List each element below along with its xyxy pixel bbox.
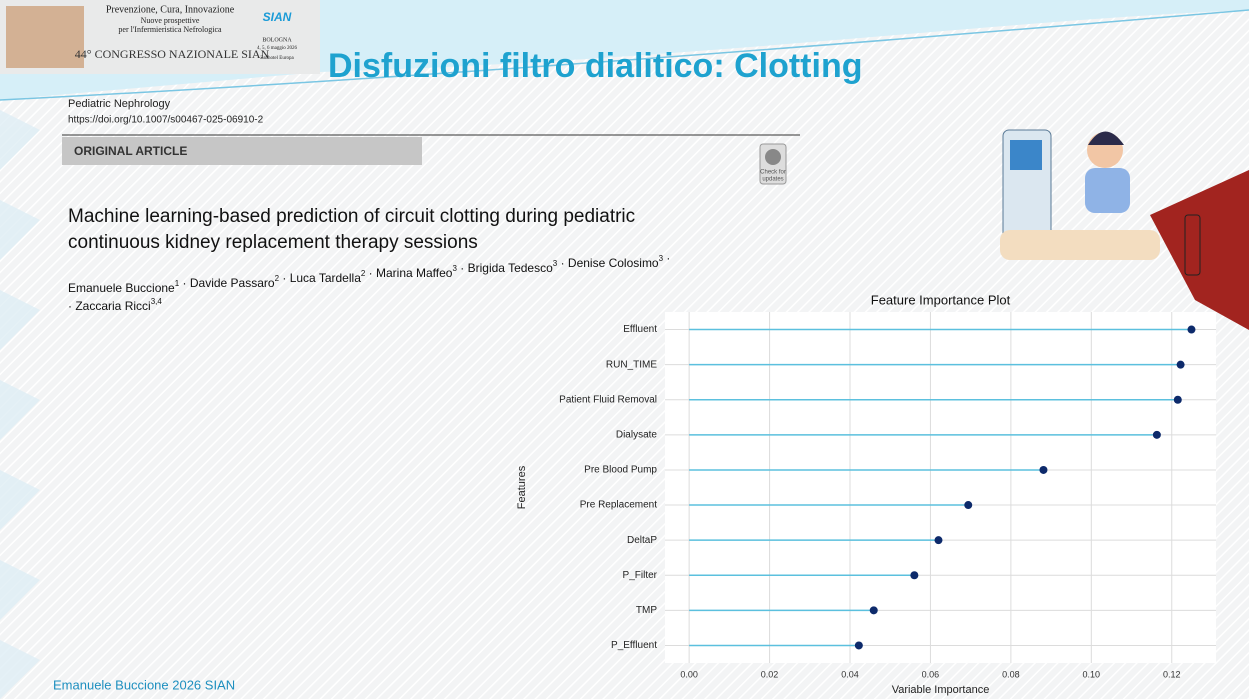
y-tick-label: Effluent (623, 324, 657, 335)
author-name: Denise Colosimo (568, 256, 659, 270)
author-name: Luca Tardella (290, 271, 361, 285)
dates: 4, 5, 6 maggio 2026 (257, 46, 297, 51)
lollipop-dot (1177, 361, 1185, 369)
author-affil: 3,4 (151, 297, 163, 306)
check: updates (762, 177, 783, 183)
lollipop-dot (1153, 431, 1161, 439)
page: {"header":{"logo_lines":["Prevenzione, C… (0, 0, 1249, 699)
author-name: Emanuele Buccione (68, 281, 175, 295)
lollipop-dot (1039, 466, 1047, 474)
journal: Pediatric Nephrology (68, 98, 171, 110)
author-name: Brigida Tedesco (468, 261, 553, 275)
lollipop-dot (1174, 396, 1182, 404)
check-icon (765, 149, 781, 165)
logo-text: Nuove prospettive (141, 16, 200, 25)
y-tick-label: Dialysate (616, 429, 658, 440)
authors: · Zaccaria Ricci3,4 (68, 297, 162, 313)
city: BOLOGNA (262, 37, 292, 43)
doi: https://doi.org/10.1007/s00467-025-06910… (68, 115, 264, 126)
y-tick-label: P_Effluent (611, 640, 657, 651)
footer: Emanuele Buccione 2026 SIAN (53, 677, 235, 692)
logo-badge: SIAN (263, 10, 292, 24)
lollipop-dot (855, 641, 863, 649)
separator: · (663, 251, 670, 265)
section: ORIGINAL ARTICLE (74, 144, 187, 158)
congress: 44° CONGRESSO NAZIONALE SIAN (75, 47, 270, 61)
lollipop-dot (870, 606, 878, 614)
chart-title: Feature Importance Plot (871, 292, 1011, 307)
x-tick-label: 0.12 (1163, 669, 1181, 679)
lollipop-dot (934, 536, 942, 544)
separator: · (557, 256, 568, 270)
article-title: Machine learning-based prediction of cir… (68, 206, 635, 227)
author-name: Zaccaria Ricci (75, 299, 150, 313)
y-tick-label: DeltaP (627, 535, 657, 546)
lollipop-dot (1187, 326, 1195, 334)
separator: · (68, 299, 75, 313)
author-name: Davide Passaro (190, 276, 275, 290)
y-tick-label: TMP (636, 605, 657, 616)
x-tick-label: 0.02 (761, 669, 779, 679)
venue: Zanhotel Europa (260, 56, 294, 61)
lollipop-dot (910, 571, 918, 579)
y-tick-label: Pre Blood Pump (584, 465, 657, 476)
logo-text: per l'Infermieristica Nefrologica (118, 25, 222, 34)
y-axis-label: Features (516, 465, 528, 509)
y-tick-label: P_Filter (623, 570, 658, 581)
separator: · (457, 261, 468, 275)
separator: · (279, 271, 290, 285)
slide: Prevenzione, Cura, Innovazione Nuove pro… (0, 0, 1249, 699)
lollipop-dot (964, 501, 972, 509)
logo-text: Prevenzione, Cura, Innovazione (106, 4, 235, 15)
x-tick-label: 0.10 (1083, 669, 1101, 679)
y-tick-label: Pre Replacement (580, 500, 657, 511)
x-tick-label: 0.06 (922, 669, 940, 679)
x-tick-label: 0.04 (841, 669, 859, 679)
separator: · (179, 276, 190, 290)
y-tick-label: RUN_TIME (606, 359, 657, 370)
author-name: Marina Maffeo (376, 266, 453, 280)
logo-image (6, 6, 84, 68)
y-tick-label: Patient Fluid Removal (559, 394, 657, 405)
x-tick-label: 0.08 (1002, 669, 1020, 679)
check: Check for (760, 170, 786, 176)
slide-title: Disfuzioni filtro dialitico: Clotting (328, 47, 863, 85)
separator: · (365, 266, 376, 280)
x-axis-label: Variable Importance (892, 684, 990, 696)
x-tick-label: 0.00 (680, 669, 698, 679)
article-title: continuous kidney replacement therapy se… (68, 232, 478, 253)
